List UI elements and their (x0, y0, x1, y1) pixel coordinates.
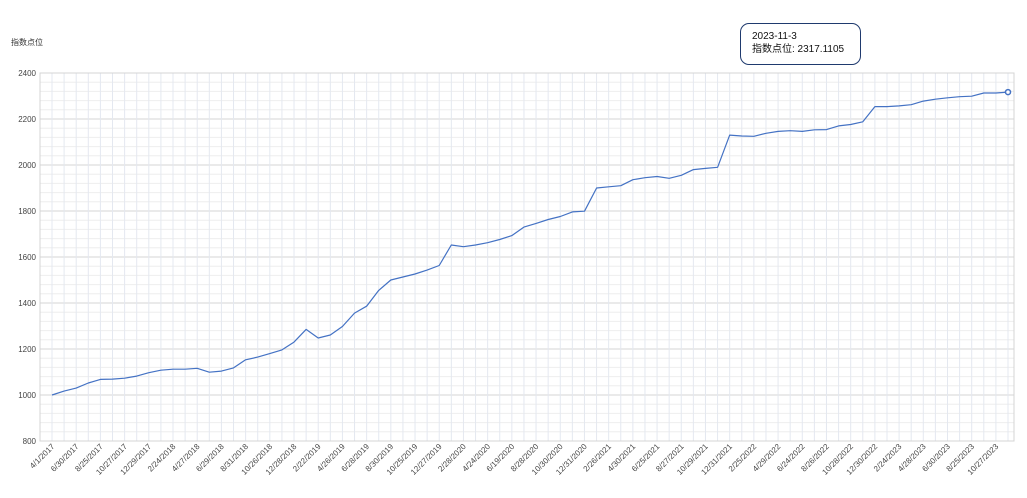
highlighted-point (1004, 88, 1012, 96)
y-tick-label: 1000 (18, 391, 36, 400)
y-tick-label: 800 (23, 437, 37, 446)
y-tick-label: 2400 (18, 69, 36, 78)
y-tick-label: 2200 (18, 115, 36, 124)
y-tick-label: 1600 (18, 253, 36, 262)
hover-tooltip: 2023-11-3 指数点位: 2317.1105 (740, 23, 861, 65)
plot-frame (39, 72, 1015, 442)
series-index (51, 88, 1012, 396)
series-line (51, 91, 1009, 396)
chart-grid (39, 72, 1015, 442)
x-axis-ticks: 4/1/20176/30/20178/25/201710/27/201712/2… (28, 442, 1001, 477)
y-axis-title: 指数点位 (11, 38, 43, 47)
tooltip-value: 指数点位: 2317.1105 (752, 44, 845, 55)
y-tick-label: 2000 (18, 161, 36, 170)
tooltip-date: 2023-11-3 (752, 31, 797, 42)
y-tick-label: 1400 (18, 299, 36, 308)
y-tick-label: 1800 (18, 207, 36, 216)
y-tick-label: 1200 (18, 345, 36, 354)
y-axis-ticks: 800 1000 1200 1400 1600 1800 2000 2200 2400 (18, 69, 36, 446)
